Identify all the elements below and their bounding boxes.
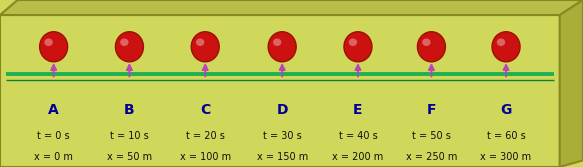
Text: t = 50 s: t = 50 s (412, 131, 451, 141)
Ellipse shape (44, 39, 53, 46)
Ellipse shape (417, 32, 445, 62)
Ellipse shape (115, 32, 143, 62)
Text: t = 0 s: t = 0 s (37, 131, 70, 141)
Ellipse shape (273, 39, 282, 46)
Text: F: F (427, 103, 436, 117)
Ellipse shape (120, 39, 129, 46)
Ellipse shape (422, 39, 431, 46)
Ellipse shape (344, 32, 372, 62)
Text: A: A (48, 103, 59, 117)
Polygon shape (0, 0, 583, 15)
Text: B: B (124, 103, 135, 117)
Text: E: E (353, 103, 363, 117)
Text: x = 300 m: x = 300 m (480, 152, 532, 162)
Text: t = 10 s: t = 10 s (110, 131, 149, 141)
Polygon shape (560, 0, 583, 167)
Text: t = 30 s: t = 30 s (263, 131, 301, 141)
Text: x = 150 m: x = 150 m (257, 152, 308, 162)
Ellipse shape (191, 32, 219, 62)
Text: x = 200 m: x = 200 m (332, 152, 384, 162)
Text: t = 20 s: t = 20 s (186, 131, 224, 141)
Text: D: D (276, 103, 288, 117)
Polygon shape (0, 15, 560, 167)
Text: t = 40 s: t = 40 s (339, 131, 377, 141)
Text: x = 0 m: x = 0 m (34, 152, 73, 162)
Ellipse shape (40, 32, 68, 62)
Text: C: C (200, 103, 210, 117)
Text: t = 60 s: t = 60 s (487, 131, 525, 141)
Text: x = 250 m: x = 250 m (406, 152, 457, 162)
Text: G: G (500, 103, 512, 117)
Ellipse shape (492, 32, 520, 62)
Ellipse shape (268, 32, 296, 62)
Text: x = 50 m: x = 50 m (107, 152, 152, 162)
Ellipse shape (497, 39, 505, 46)
Ellipse shape (196, 39, 205, 46)
Text: x = 100 m: x = 100 m (180, 152, 231, 162)
Ellipse shape (349, 39, 357, 46)
